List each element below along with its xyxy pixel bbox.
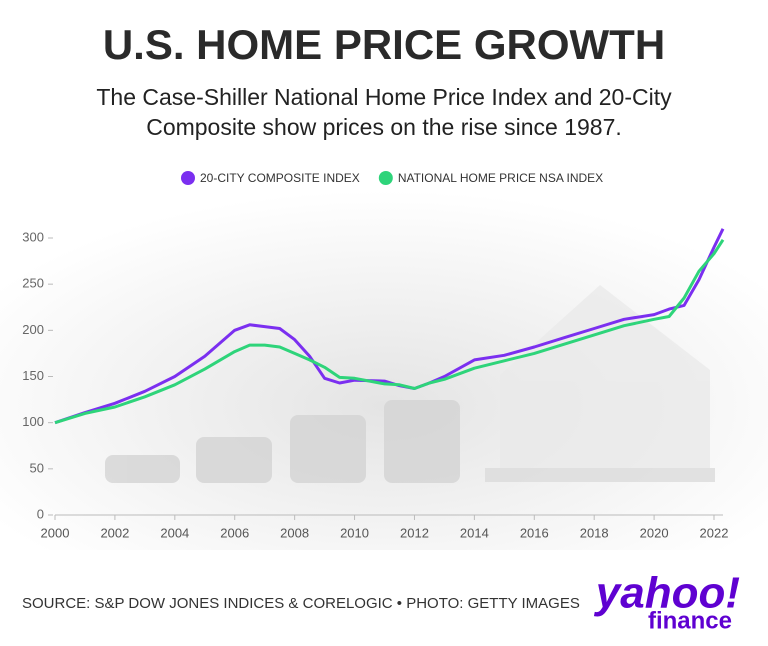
legend-label: 20-CITY COMPOSITE INDEX xyxy=(200,171,360,185)
data-line xyxy=(54,238,725,425)
photo xyxy=(105,285,715,483)
y-tick-label: 250 xyxy=(22,276,44,291)
x-tick-label: 2006 xyxy=(220,525,249,540)
y-tick-label: 150 xyxy=(22,368,44,383)
x-tick-label: 2022 xyxy=(700,525,729,540)
x-tick-label: 2020 xyxy=(640,525,669,540)
y-tick-label: 100 xyxy=(22,414,44,429)
logo: yahoo! xyxy=(594,569,740,618)
x-tick-label: 2000 xyxy=(41,525,70,540)
x-tick-label: 2014 xyxy=(460,525,489,540)
source-note: SOURCE: S&P DOW JONES INDICES & CORELOGI… xyxy=(22,595,580,612)
chart-title: U.S. HOME PRICE GROWTH xyxy=(103,21,665,68)
x-tick-label: 2012 xyxy=(400,525,429,540)
x-tick-label: 2002 xyxy=(100,525,129,540)
y-tick-label: 50 xyxy=(30,460,44,475)
legend-marker xyxy=(181,171,195,185)
chart-subtitle: Composite show prices on the rise since … xyxy=(146,114,622,140)
legend-label: NATIONAL HOME PRICE NSA INDEX xyxy=(398,171,603,185)
y-tick-label: 200 xyxy=(22,322,44,337)
logo: finance xyxy=(648,607,732,634)
chart-subtitle: The Case-Shiller National Home Price Ind… xyxy=(96,84,672,110)
x-tick-label: 2016 xyxy=(520,525,549,540)
y-tick-label: 0 xyxy=(37,506,44,521)
x-tick-label: 2010 xyxy=(340,525,369,540)
x-tick-label: 2008 xyxy=(280,525,309,540)
legend-marker xyxy=(378,171,393,185)
y-tick-label: 300 xyxy=(22,229,44,244)
x-tick-label: 2018 xyxy=(580,525,609,540)
x-tick-label: 2004 xyxy=(160,525,189,540)
